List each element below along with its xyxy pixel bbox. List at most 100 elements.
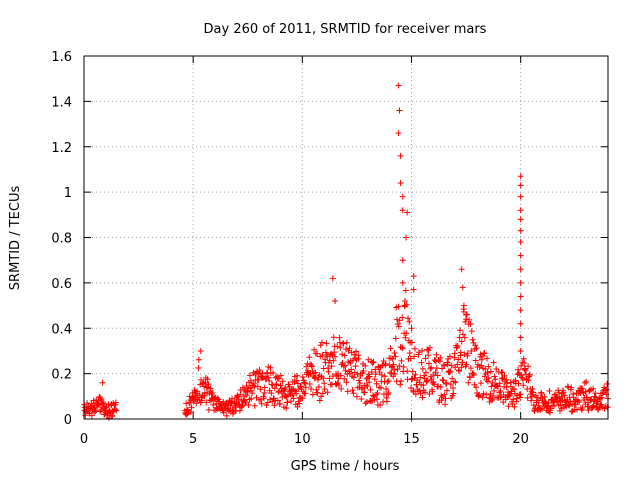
data-point	[451, 350, 458, 357]
data-point	[395, 303, 402, 310]
data-point	[329, 275, 336, 282]
data-point	[271, 402, 278, 409]
data-point	[457, 349, 464, 356]
data-point	[301, 379, 308, 386]
data-point	[399, 345, 406, 352]
data-point	[487, 368, 494, 375]
data-point	[585, 403, 592, 410]
data-point	[303, 363, 310, 370]
data-point	[296, 400, 303, 407]
data-point	[319, 390, 326, 397]
data-point	[454, 342, 461, 349]
data-point	[245, 401, 252, 408]
data-point	[321, 380, 328, 387]
data-point	[258, 400, 265, 407]
data-point	[435, 383, 442, 390]
data-point	[260, 395, 267, 402]
data-point	[274, 397, 281, 404]
data-point	[454, 361, 461, 368]
data-point	[481, 350, 488, 357]
data-point	[517, 266, 524, 273]
data-point	[399, 314, 406, 321]
data-point	[277, 382, 284, 389]
data-point	[239, 402, 246, 409]
data-point	[406, 350, 413, 357]
data-point	[328, 363, 335, 370]
data-point	[510, 396, 517, 403]
data-point	[579, 405, 586, 412]
grid-lines	[84, 56, 608, 419]
data-point	[528, 388, 535, 395]
data-point	[488, 397, 495, 404]
data-point	[518, 362, 525, 369]
data-point	[446, 353, 453, 360]
data-point	[229, 395, 236, 402]
data-point	[235, 396, 242, 403]
data-point	[466, 316, 473, 323]
data-point	[105, 414, 112, 421]
data-point	[440, 377, 447, 384]
y-tick-label: 1.6	[51, 50, 72, 65]
data-point	[515, 380, 522, 387]
data-point	[444, 361, 451, 368]
data-point	[604, 380, 611, 387]
data-point	[590, 385, 597, 392]
data-point	[309, 391, 316, 398]
data-point	[394, 366, 401, 373]
data-point	[282, 384, 289, 391]
data-point	[249, 390, 256, 397]
data-point	[398, 378, 405, 385]
data-point	[385, 378, 392, 385]
x-tick-label: 15	[403, 432, 420, 447]
data-point	[381, 373, 388, 380]
data-point	[517, 391, 524, 398]
data-point	[395, 130, 402, 137]
data-point	[397, 180, 404, 187]
data-point	[392, 353, 399, 360]
data-point	[209, 389, 216, 396]
data-point	[411, 345, 418, 352]
data-point	[368, 369, 375, 376]
data-point	[503, 376, 510, 383]
data-point	[469, 336, 476, 343]
data-point	[528, 397, 535, 404]
data-point	[461, 334, 468, 341]
data-point	[257, 386, 264, 393]
data-point	[427, 365, 434, 372]
data-point	[369, 359, 376, 366]
data-point	[195, 364, 202, 371]
data-point	[398, 357, 405, 364]
data-point	[326, 375, 333, 382]
data-point	[253, 368, 260, 375]
data-point	[294, 380, 301, 387]
data-point	[517, 279, 524, 286]
data-point	[526, 372, 533, 379]
data-point	[408, 325, 415, 332]
data-point	[558, 393, 565, 400]
data-point	[465, 379, 472, 386]
data-point	[499, 369, 506, 376]
data-point	[248, 395, 255, 402]
data-point	[199, 380, 206, 387]
data-point	[396, 107, 403, 114]
data-point	[530, 391, 537, 398]
data-point	[94, 402, 101, 409]
data-point	[406, 318, 413, 325]
data-point	[399, 257, 406, 264]
data-point	[343, 339, 350, 346]
data-point	[490, 392, 497, 399]
data-point	[476, 391, 483, 398]
data-point	[371, 376, 378, 383]
data-point	[460, 302, 467, 309]
data-point	[494, 383, 501, 390]
data-point	[525, 363, 532, 370]
data-point	[324, 389, 331, 396]
data-point	[401, 298, 408, 305]
data-point	[404, 368, 411, 375]
data-point	[365, 356, 372, 363]
data-point	[479, 394, 486, 401]
data-point	[455, 356, 462, 363]
data-point	[470, 371, 477, 378]
data-point	[366, 379, 373, 386]
